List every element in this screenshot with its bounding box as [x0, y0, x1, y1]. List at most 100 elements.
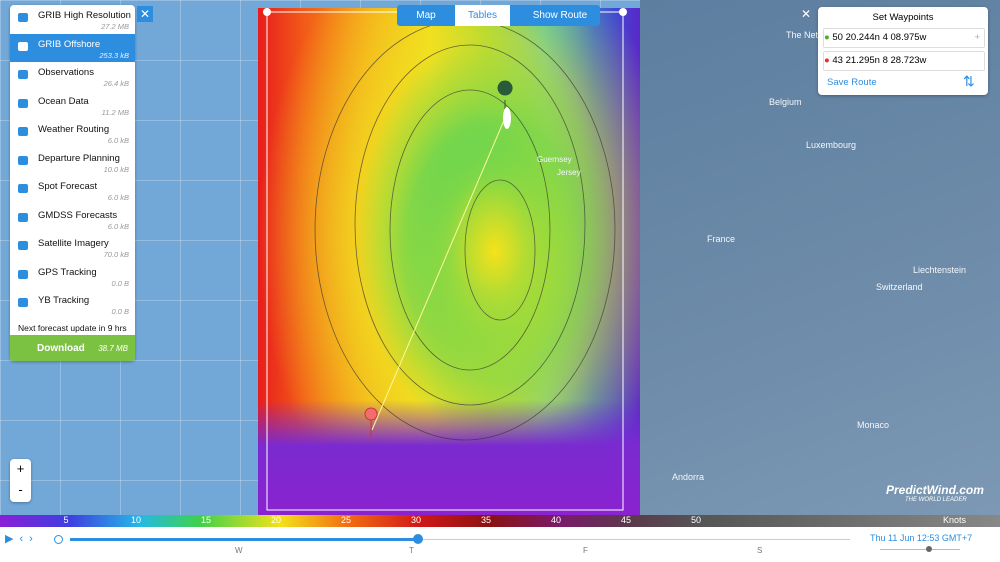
- menu-label: Spot Forecast: [38, 181, 98, 192]
- download-label: Download: [37, 343, 85, 354]
- speed-slider[interactable]: [880, 549, 960, 550]
- menu-item[interactable]: Observations 26.4 kB: [10, 62, 135, 90]
- waypoints-panel: Set Waypoints ● 50 20.244n 4 08.975w + ● …: [818, 7, 988, 95]
- map-label: Jersey: [557, 168, 581, 177]
- menu-icon: [18, 269, 28, 279]
- menu-icon: [18, 70, 28, 79]
- map-label: Liechtenstein: [913, 265, 967, 275]
- menu-size: 10.0 kB: [103, 164, 129, 174]
- legend-tick: 25: [340, 515, 351, 525]
- day-label: T: [409, 546, 414, 555]
- legend-tick: 30: [410, 515, 421, 525]
- legend-unit: Knots: [943, 515, 967, 525]
- map-label: Luxembourg: [806, 140, 857, 150]
- menu-size: 26.4 kB: [103, 79, 129, 88]
- menu-label: GRIB High Resolution: [38, 10, 131, 21]
- coords: 43 21.295n 8 28.723w: [832, 55, 927, 66]
- menu-icon: [18, 184, 28, 193]
- legend-tick: 45: [620, 515, 631, 525]
- menu-item[interactable]: GMDSS Forecasts 6.0 kB: [10, 205, 135, 233]
- label: Show Route: [532, 10, 588, 21]
- menu-icon: [18, 13, 28, 22]
- menu-item[interactable]: Ocean Data 11.2 MB: [10, 91, 135, 119]
- save-route[interactable]: Save Route: [827, 77, 877, 88]
- legend-tick: 35: [480, 515, 491, 525]
- map-label: Monaco: [857, 420, 890, 430]
- waypoint[interactable]: ● 50 20.244n 4 08.975w +: [823, 28, 985, 48]
- menu-item[interactable]: Satellite Imagery 70.0 kB: [10, 233, 135, 261]
- menu-item[interactable]: Spot Forecast 6.0 kB: [10, 176, 135, 204]
- menu-size: 0.0 B: [111, 307, 129, 316]
- waypoint[interactable]: ● 43 21.295n 8 28.723w: [823, 51, 985, 71]
- brand: PredictWind.com: [886, 483, 984, 497]
- menu-item[interactable]: YB Tracking 0.0 B: [10, 290, 135, 318]
- menu-size: 253.3 kB: [99, 50, 129, 60]
- legend-tick: 10: [130, 515, 141, 525]
- data-menu: GRIB High Resolution 27.2 MB GRIB Offshore…: [10, 5, 135, 361]
- menu-label: Departure Planning: [38, 152, 120, 164]
- panel-title: Set Waypoints: [872, 12, 934, 23]
- legend-tick: 15: [200, 515, 211, 525]
- day-label: W: [235, 546, 243, 555]
- map-label: Belgium: [769, 97, 802, 107]
- coords: 50 20.244n 4 08.975w: [832, 32, 927, 43]
- tab[interactable]: Tables: [455, 5, 510, 26]
- menu-label: Weather Routing: [38, 124, 110, 135]
- menu-item[interactable]: Weather Routing 6.0 kB: [10, 119, 135, 147]
- track: [70, 539, 850, 540]
- menu-icon: [18, 212, 28, 222]
- menu-label: GPS Tracking: [38, 266, 97, 278]
- close-button[interactable]: ✕: [137, 6, 153, 22]
- menu-size: 6.0 kB: [107, 136, 129, 145]
- menu-size: 27.2 MB: [101, 22, 129, 31]
- menu-icon: [18, 41, 28, 51]
- show-route-button[interactable]: Show Route: [520, 5, 600, 26]
- menu-icon: [18, 98, 28, 108]
- menu-label: GMDSS Forecasts: [38, 209, 118, 221]
- menu-size: 6.0 kB: [107, 221, 129, 231]
- menu-size: 11.2 MB: [101, 107, 129, 117]
- slider-thumb[interactable]: [413, 534, 423, 544]
- menu-label: Observations: [38, 67, 94, 78]
- menu-item[interactable]: Departure Planning 10.0 kB: [10, 148, 135, 176]
- loop[interactable]: [54, 535, 63, 544]
- map-label: The Neth: [786, 30, 824, 40]
- menu-icon: [18, 241, 28, 250]
- close-button[interactable]: ✕: [801, 7, 812, 21]
- menu-item[interactable]: GRIB Offshore 253.3 kB: [10, 33, 135, 62]
- map-label: Guernsey: [537, 155, 572, 164]
- menu-icon: [18, 127, 28, 136]
- download-button[interactable]: Download 38.7 MB: [10, 335, 135, 361]
- tab[interactable]: Map: [416, 10, 436, 21]
- map-lines: [263, 8, 627, 511]
- datetime: Thu 11 Jun 12:53 GMT+7: [870, 533, 973, 543]
- brand-tagline: THE WORLD LEADER: [905, 497, 967, 503]
- legend-tick: 20: [270, 515, 281, 525]
- timeline: ▶‹› Thu 11 Jun 12:53 GMT+7 W T F S: [0, 527, 1000, 562]
- legend-tick: 5: [63, 515, 69, 525]
- menu-label: Satellite Imagery: [38, 238, 109, 249]
- menu-item[interactable]: GRIB High Resolution 27.2 MB: [10, 5, 135, 33]
- day-label: F: [583, 546, 588, 555]
- playback-controls[interactable]: ▶‹›: [5, 533, 39, 545]
- menu-label: Ocean Data: [38, 95, 89, 107]
- menu-size: 70.0 kB: [103, 250, 129, 259]
- zoom-control: + -: [10, 459, 31, 502]
- speed-thumb[interactable]: [926, 546, 932, 552]
- zoom-in[interactable]: +: [16, 461, 25, 476]
- legend-tick: 50: [690, 515, 701, 525]
- menu-label: YB Tracking: [38, 295, 90, 306]
- day-label: S: [757, 546, 763, 555]
- progress: [70, 538, 418, 541]
- menu-size: 6.0 kB: [107, 193, 129, 202]
- map-label: France: [707, 234, 736, 244]
- next-update: Next forecast update in 9 hrs: [18, 323, 127, 333]
- swap-icon[interactable]: ⇅: [963, 73, 975, 89]
- menu-item[interactable]: GPS Tracking 0.0 B: [10, 262, 135, 290]
- color-legend: 5 10 15 20 25 30 35 40 45 50 Knots: [0, 515, 1000, 527]
- menu-icon: [18, 155, 28, 165]
- map-label: Andorra: [672, 472, 705, 482]
- zoom-out[interactable]: -: [18, 482, 23, 497]
- menu-label: GRIB Offshore: [38, 38, 101, 50]
